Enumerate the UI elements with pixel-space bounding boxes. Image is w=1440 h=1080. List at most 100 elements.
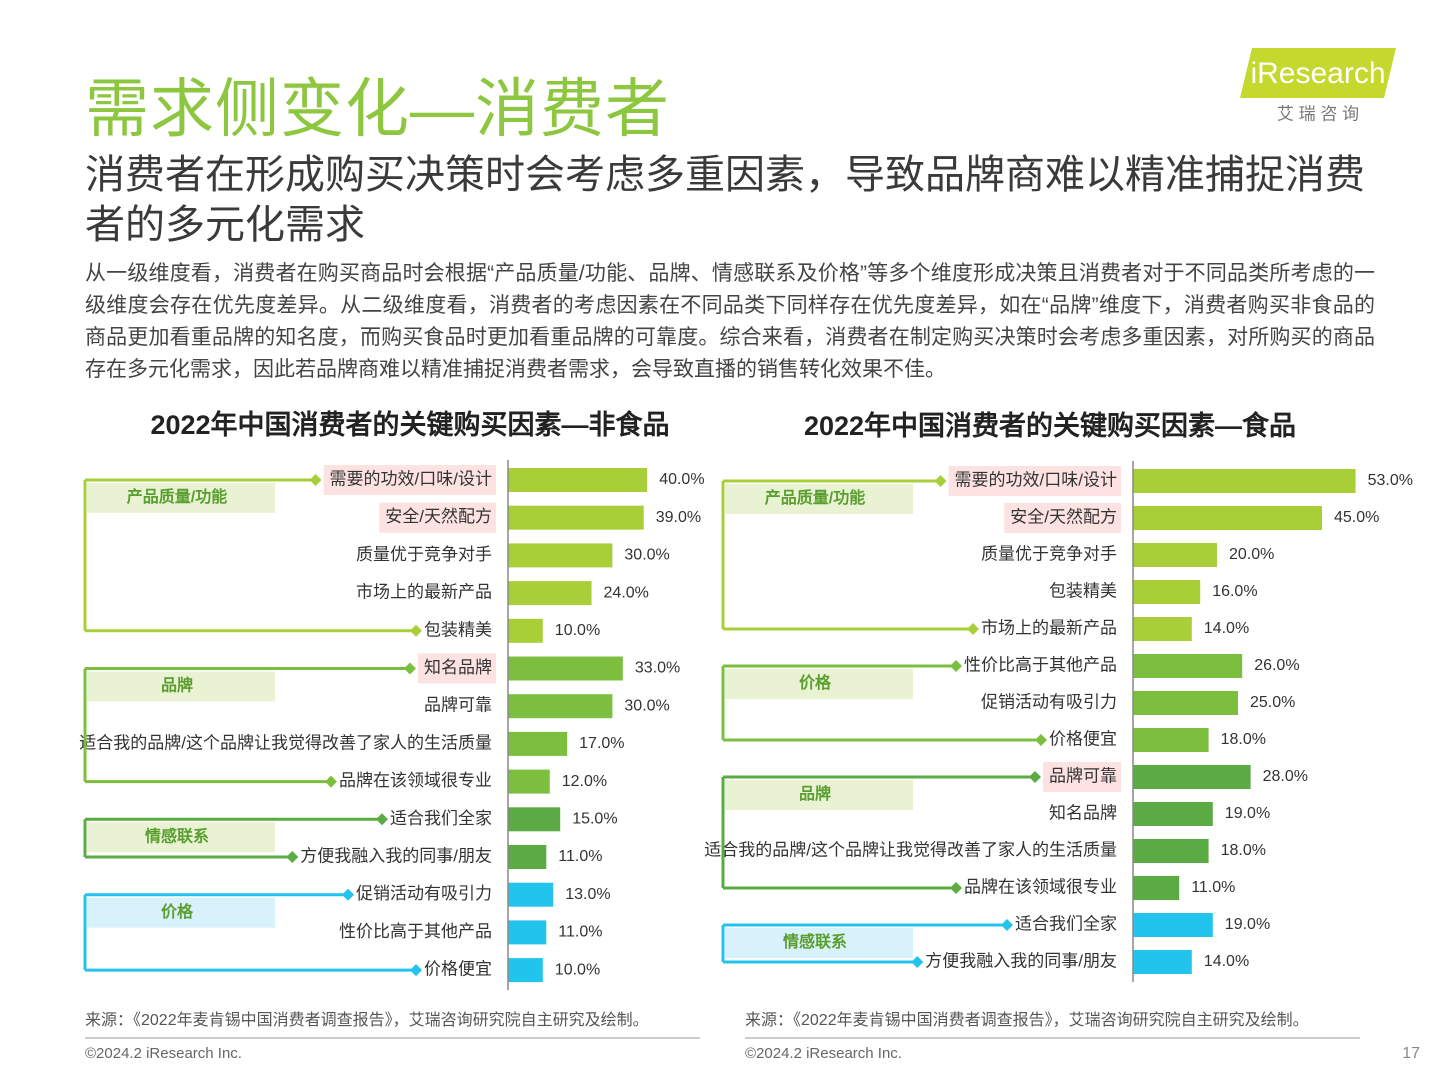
bar	[1133, 654, 1243, 678]
value-label: 19.0%	[1225, 805, 1270, 822]
category-label: 包装精美	[1049, 581, 1117, 600]
category-label: 安全/天然配方	[1010, 507, 1117, 526]
bar	[1133, 469, 1356, 493]
connector-diamond	[967, 623, 979, 635]
category-label: 促销活动有吸引力	[356, 884, 492, 903]
group-label: 品牌	[161, 676, 193, 695]
category-label: 方便我融入我的同事/朋友	[925, 951, 1117, 970]
category-label: 品牌可靠	[1049, 766, 1117, 785]
value-label: 33.0%	[635, 660, 680, 677]
category-label: 适合我的品牌/这个品牌让我觉得改善了家人的生活质量	[79, 733, 492, 752]
value-label: 18.0%	[1221, 731, 1266, 748]
category-label: 性价比高于其他产品	[964, 655, 1117, 674]
category-label: 包装精美	[424, 620, 492, 639]
category-label: 品牌可靠	[424, 696, 492, 715]
bar	[508, 845, 547, 869]
group-label-box	[725, 780, 913, 810]
logo: iResearch	[1250, 57, 1385, 90]
label-highlight	[379, 502, 496, 533]
value-label: 15.0%	[572, 811, 617, 828]
value-label: 30.0%	[624, 697, 669, 714]
group-label: 情感联系	[145, 827, 209, 846]
source: 来源：《2022年麦肯锡中国消费者调查报告》，艾瑞咨询研究院自主研究及绘制。	[85, 1011, 649, 1029]
value-label: 19.0%	[1225, 916, 1270, 933]
group-label-box	[87, 897, 275, 928]
connector-diamond	[1035, 734, 1047, 746]
page-title: 需求侧变化—消费者	[85, 73, 670, 145]
value-label: 45.0%	[1334, 509, 1379, 526]
value-label: 11.0%	[1191, 879, 1235, 896]
value-label: 25.0%	[1250, 694, 1295, 711]
chart-title: 2022年中国消费者的关键购买因素—非食品	[150, 409, 669, 440]
bar	[1133, 913, 1213, 937]
bar	[508, 581, 592, 606]
value-label: 28.0%	[1263, 768, 1308, 785]
copyright: ©2024.2 iResearch Inc.	[85, 1045, 242, 1062]
connector-diamond	[410, 624, 422, 637]
category-label: 适合我的品牌/这个品牌让我觉得改善了家人的生活质量	[704, 840, 1117, 859]
connector-diamond	[934, 475, 947, 487]
bar	[1133, 950, 1192, 974]
category-label: 适合我们全家	[390, 809, 492, 828]
value-label: 11.0%	[558, 848, 602, 865]
bar	[508, 656, 623, 681]
category-label: 适合我们全家	[1015, 914, 1117, 933]
bar	[1133, 802, 1213, 826]
chart-title: 2022年中国消费者的关键购买因素—食品	[804, 410, 1296, 441]
value-label: 53.0%	[1368, 472, 1413, 489]
group-label-box	[87, 822, 275, 853]
category-label: 方便我融入我的同事/朋友	[300, 846, 492, 865]
bar	[508, 468, 648, 492]
bar	[1133, 876, 1180, 900]
connector-diamond	[325, 775, 337, 788]
value-label: 30.0%	[624, 547, 669, 564]
logo-subtitle: 艾 瑞 咨 询	[1277, 104, 1359, 123]
bar	[508, 731, 568, 756]
value-label: 26.0%	[1254, 657, 1299, 674]
connector-diamond	[376, 813, 388, 826]
connector-diamond	[1029, 771, 1041, 783]
value-label: 12.0%	[562, 773, 607, 790]
value-label: 11.0%	[558, 924, 602, 941]
group-label-box	[725, 484, 913, 514]
connector-diamond	[342, 888, 354, 901]
bar	[508, 958, 543, 983]
value-label: 10.0%	[555, 961, 600, 978]
label-highlight	[418, 653, 496, 684]
bar	[508, 769, 550, 794]
connector-diamond	[309, 474, 322, 486]
label-backgrounds	[323, 465, 496, 684]
category-label: 促销活动有吸引力	[981, 692, 1117, 711]
value-label: 14.0%	[1204, 620, 1249, 637]
group-label-box	[87, 671, 275, 702]
category-label: 市场上的最新产品	[981, 618, 1117, 637]
category-label: 知名品牌	[1049, 803, 1117, 822]
value-label: 17.0%	[579, 735, 624, 752]
bar	[508, 505, 644, 530]
connector-diamond	[911, 956, 924, 968]
group-label-box	[87, 483, 275, 513]
label-highlight	[323, 465, 496, 495]
bar	[508, 920, 547, 945]
group-label: 产品质量/功能	[127, 487, 227, 506]
bar	[508, 694, 613, 719]
logo-shape	[1240, 48, 1396, 98]
body-text: 从一级维度看，消费者在购买商品时会根据“产品质量/功能、品牌、情感联系及价格”等…	[85, 262, 1375, 381]
category-label: 安全/天然配方	[385, 507, 492, 526]
group-label-box	[725, 928, 913, 958]
category-label: 品牌在该领域很专业	[964, 877, 1117, 896]
value-label: 24.0%	[604, 584, 649, 601]
group-label: 产品质量/功能	[765, 488, 865, 507]
label-highlight	[1043, 762, 1121, 792]
subtitle: 消费者在形成购买决策时会考虑多重因素，导致品牌商难以精准捕捉消费者的多元化需求	[85, 153, 1365, 247]
category-label: 品牌在该领域很专业	[339, 771, 492, 790]
bar	[508, 882, 554, 907]
bar	[1133, 506, 1322, 530]
bar	[1133, 765, 1251, 789]
value-label: 20.0%	[1229, 546, 1274, 563]
value-label: 10.0%	[555, 622, 600, 639]
source: 来源：《2022年麦肯锡中国消费者调查报告》，艾瑞咨询研究院自主研究及绘制。	[745, 1011, 1309, 1029]
category-label: 市场上的最新产品	[356, 583, 492, 602]
category-label: 知名品牌	[424, 658, 492, 677]
